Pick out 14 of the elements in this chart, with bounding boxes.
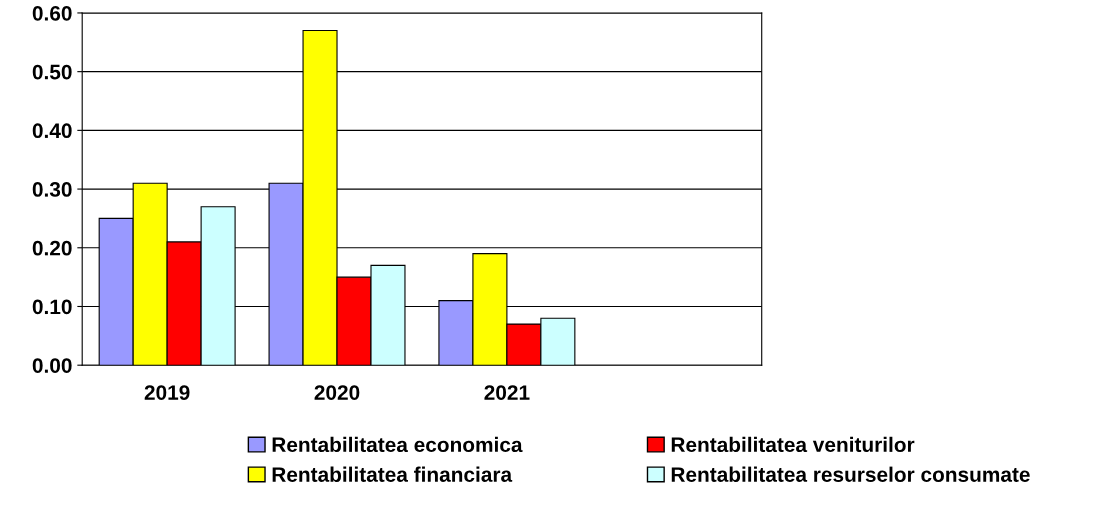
y-tick-label: 0.60 [32, 5, 72, 21]
y-tick-label: 0.20 [32, 240, 72, 256]
y-tick-label: 0.50 [32, 64, 72, 80]
legend-label: Rentabilitatea resurselor consumate [671, 466, 1030, 482]
legend-label: Rentabilitatea economica [272, 436, 523, 453]
legend-label: Rentabilitatea financiara [272, 466, 513, 482]
x-tick-label: 2020 [314, 385, 360, 400]
legend-label: Rentabilitatea veniturilor [671, 436, 915, 453]
y-tick-label: 0.10 [32, 299, 72, 315]
y-tick-label: 0.30 [32, 182, 72, 197]
y-tick-label: 0.40 [32, 123, 72, 139]
x-tick-label: 2019 [144, 385, 190, 400]
x-tick-label: 2021 [484, 385, 530, 400]
y-tick-label: 0.00 [32, 358, 72, 373]
